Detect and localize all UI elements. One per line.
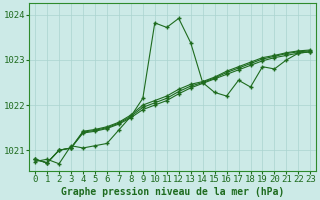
X-axis label: Graphe pression niveau de la mer (hPa): Graphe pression niveau de la mer (hPa) [61, 186, 284, 197]
